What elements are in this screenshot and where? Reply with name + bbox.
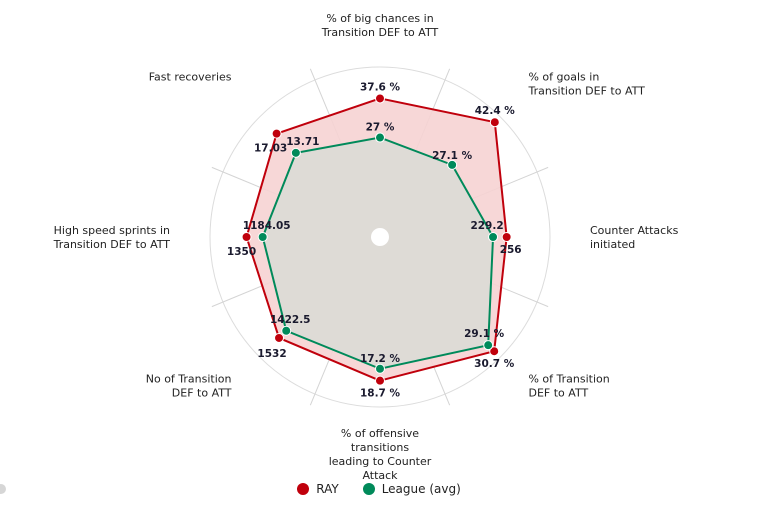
data-point-league-avg[interactable] (375, 363, 385, 374)
value-labels: 37.6 % 42.4 % 256 30.7 % 18.7 % 1532 1350 17.03… (227, 81, 522, 399)
value-label-league-avg: 13.71 (286, 136, 319, 148)
value-label-ray: 42.4 % (475, 105, 516, 117)
data-point-league-avg[interactable] (375, 132, 385, 143)
value-label-league-avg: 1184.05 (243, 220, 291, 232)
value-label-league-avg: 29.1 % (464, 328, 505, 340)
data-point-ray[interactable] (501, 232, 512, 242)
axis-label: Counter Attacks initiated (590, 224, 679, 251)
legend-item-ray[interactable]: RAY (297, 482, 339, 496)
legend-item-league-avg[interactable]: League (avg) (362, 482, 461, 496)
value-label-ray: 18.7 % (360, 388, 401, 400)
data-point-ray[interactable] (241, 232, 252, 242)
value-label-ray: 17.03 (254, 143, 287, 155)
data-point-league-avg[interactable] (290, 147, 301, 158)
data-point-ray[interactable] (375, 93, 385, 104)
value-label-ray: 30.7 % (474, 358, 515, 370)
axis-labels: % of big chances in Transition DEF to ATT… (53, 12, 679, 480)
axis-label: No of Transition DEF to ATT (146, 372, 232, 399)
data-point-ray[interactable] (489, 117, 500, 128)
grid-ring (209, 66, 551, 408)
value-label-league-avg: 229.2 (470, 220, 503, 232)
data-point-league-avg[interactable] (483, 340, 494, 351)
data-point-ray[interactable] (274, 332, 285, 343)
axis-label: % of Transition DEF to ATT (528, 372, 609, 399)
value-label-ray: 37.6 % (360, 81, 401, 93)
legend-marker (362, 483, 375, 495)
data-point-league-avg[interactable] (488, 232, 499, 242)
legend-label: RAY (316, 482, 339, 496)
axis-label: Fast recoveries (149, 71, 232, 84)
axis-label: % of big chances in Transition DEF to ATT (321, 12, 439, 39)
value-label-ray: 256 (500, 244, 522, 256)
center-hole (371, 228, 389, 246)
series-points (241, 93, 512, 386)
value-label-league-avg: 17.2 % (360, 353, 401, 365)
legend-label: League (avg) (381, 482, 461, 496)
value-label-ray: 1350 (227, 246, 256, 258)
data-point-league-avg[interactable] (281, 325, 292, 336)
value-label-league-avg: 27.1 % (432, 150, 473, 162)
value-label-league-avg: 27 % (366, 122, 395, 134)
corner-marker (0, 484, 6, 494)
legend-marker (297, 483, 310, 495)
value-label-ray: 1532 (257, 348, 286, 360)
data-point-ray[interactable] (489, 346, 500, 357)
axis-label: % of offensive transitions leading to Coun… (329, 427, 432, 480)
radar-chart: 37.6 % 42.4 % 256 30.7 % 18.7 % 1532 1350 17.03… (53, 12, 679, 480)
axis-label: % of goals in Transition DEF to ATT (527, 71, 645, 98)
data-point-ray[interactable] (375, 375, 385, 386)
value-label-league-avg: 1422.5 (270, 314, 311, 326)
axis-label: High speed sprints in Transition DEF to A… (53, 224, 171, 251)
data-point-league-avg[interactable] (257, 232, 268, 242)
data-point-ray[interactable] (271, 128, 282, 139)
data-point-league-avg[interactable] (447, 159, 458, 170)
legend: RAY League (avg) (0, 480, 758, 498)
